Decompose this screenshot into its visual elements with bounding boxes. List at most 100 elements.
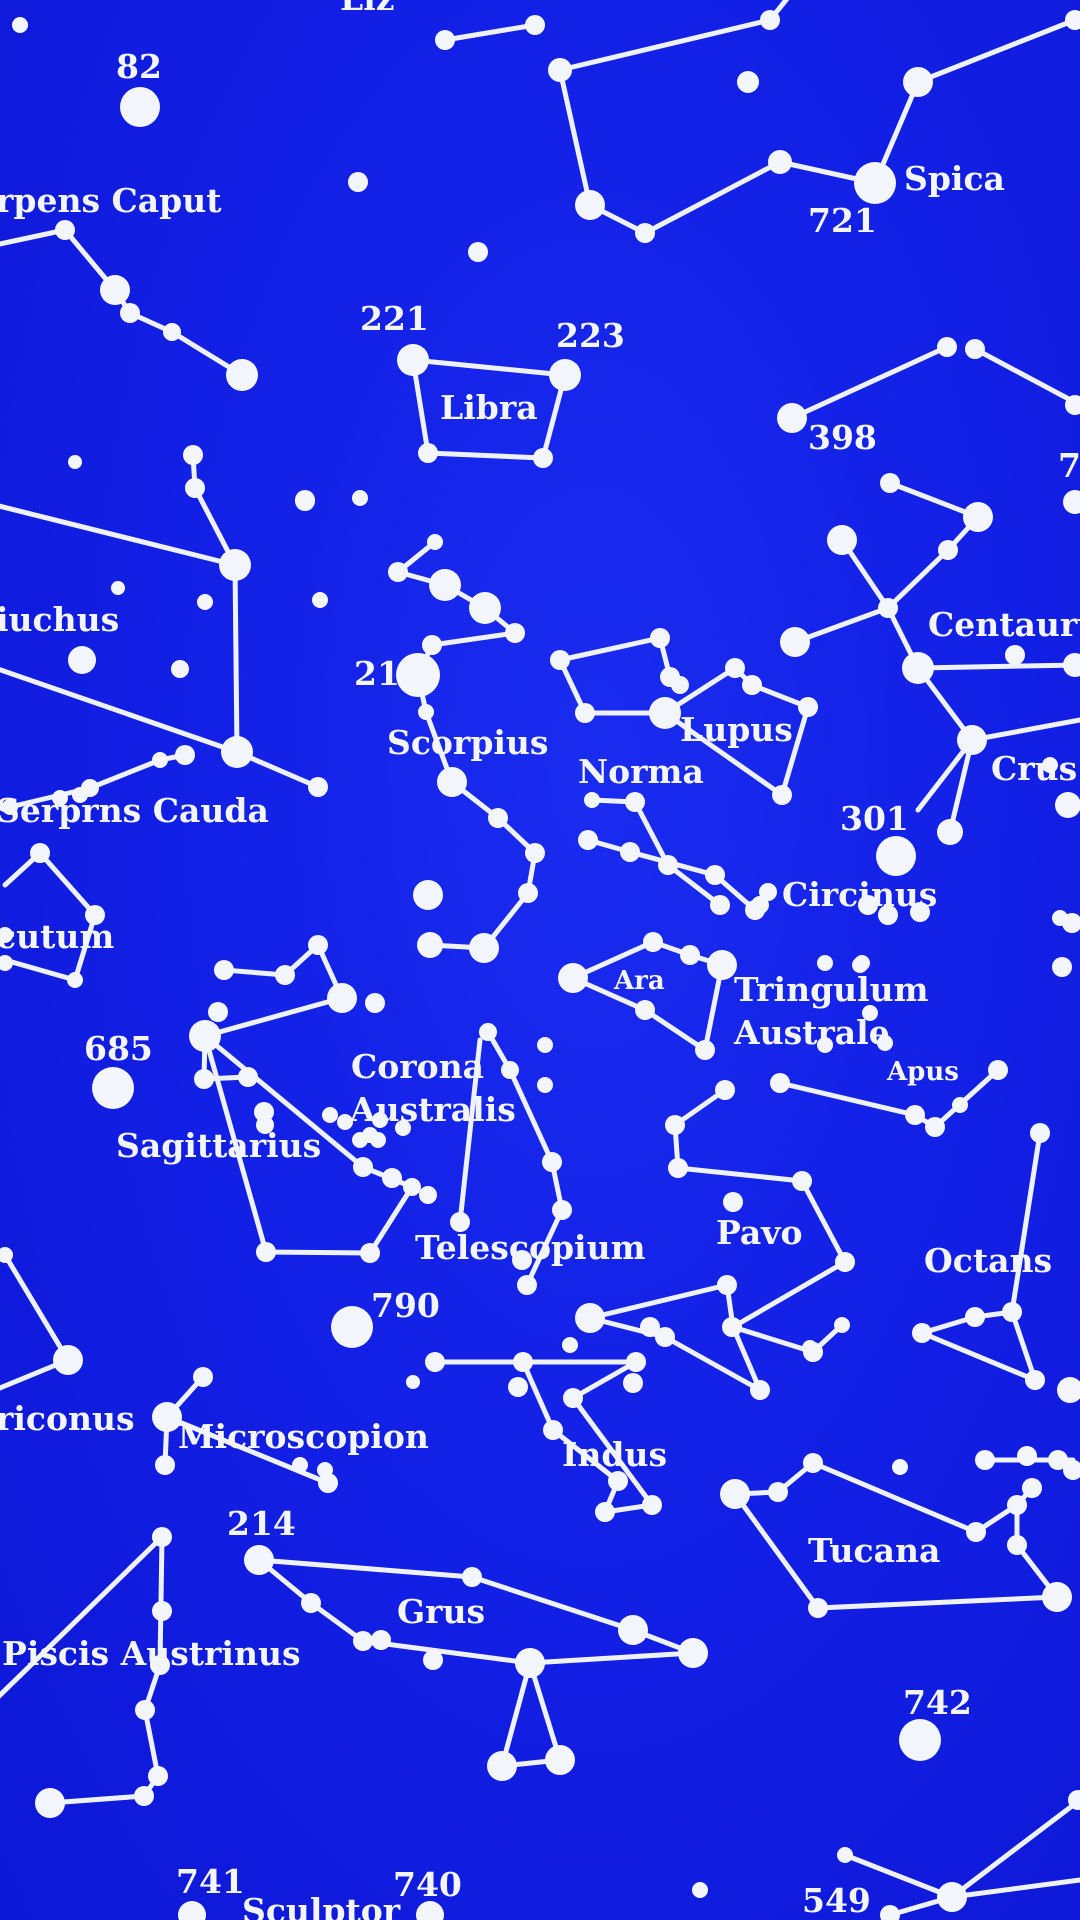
star-dot — [1057, 1377, 1080, 1403]
star-dot — [450, 1212, 470, 1232]
constellation-line — [550, 1427, 621, 1484]
constellation-line — [919, 1330, 1038, 1383]
constellation-line — [72, 912, 98, 983]
constellation-line — [507, 1067, 555, 1165]
star-dot — [643, 932, 663, 952]
star-dot — [462, 1567, 482, 1587]
star-dot — [1063, 653, 1080, 677]
star-dot — [952, 1097, 968, 1113]
star-dot — [1002, 1302, 1022, 1322]
star-dot — [537, 1037, 553, 1053]
star-dot — [817, 955, 833, 971]
star-dot — [406, 1375, 420, 1389]
star-dot — [1048, 1450, 1068, 1470]
star-dot — [1042, 1582, 1072, 1612]
star-dot — [665, 1115, 685, 1135]
star-dot — [695, 1040, 715, 1060]
star-dot — [578, 830, 598, 850]
star-dot — [876, 836, 916, 876]
star-number-398: 398 — [808, 418, 877, 457]
label-centaurus: Centauru — [928, 605, 1080, 644]
star-dot — [163, 323, 181, 341]
star-dot — [301, 1593, 321, 1613]
constellation-line — [887, 480, 981, 520]
star-dot — [134, 1786, 154, 1806]
constellation-line — [732, 1491, 821, 1611]
constellation-line — [810, 1460, 979, 1535]
constellation-line — [429, 630, 518, 648]
star-dot — [221, 736, 253, 768]
star-dot — [618, 1615, 648, 1645]
star-dot — [85, 905, 105, 925]
star-dot — [772, 785, 792, 805]
constellation-line — [157, 1534, 165, 1668]
star-dot — [1007, 1495, 1027, 1515]
star-dot — [185, 478, 205, 498]
star-dot — [312, 592, 328, 608]
star-dot — [1022, 1478, 1042, 1498]
constellation-line — [524, 1207, 565, 1288]
star-dot — [760, 10, 780, 30]
star-dot — [238, 1067, 258, 1087]
star-dot — [650, 628, 670, 648]
constellation-line — [792, 605, 891, 645]
constellation-line — [0, 503, 238, 568]
star-dot — [150, 1655, 170, 1675]
star-dot — [780, 627, 810, 657]
constellation-line — [308, 1600, 366, 1644]
star-dot — [55, 220, 75, 240]
constellation-line — [232, 562, 240, 755]
constellation-line — [642, 159, 783, 236]
constellation-line — [1009, 1130, 1043, 1315]
constellation-line — [730, 1259, 848, 1330]
star-number-685: 685 — [84, 1029, 153, 1068]
star-dot — [193, 1367, 213, 1387]
star-dot — [620, 842, 640, 862]
constellation-line — [662, 1334, 763, 1393]
constellation-line — [221, 967, 288, 978]
star-number-301: 301 — [840, 799, 909, 838]
star-dot — [925, 1117, 945, 1137]
star-dot — [635, 1000, 655, 1020]
star-number-221: 221 — [360, 299, 429, 338]
star-dot — [67, 972, 83, 988]
constellation-line — [885, 547, 951, 611]
star-dot — [798, 697, 818, 717]
star-dot — [208, 1002, 228, 1022]
star-dot — [912, 1323, 932, 1343]
star-dot — [768, 1482, 788, 1502]
label-sagittarius: Sagittarius — [116, 1126, 321, 1165]
constellation-line — [915, 17, 1078, 85]
star-number-21: 21 — [354, 654, 400, 693]
star-dot — [425, 1352, 445, 1372]
star-dot — [549, 359, 581, 391]
star-dot — [938, 540, 958, 560]
label-apus: Apus — [886, 1057, 959, 1087]
star-dot — [427, 534, 443, 550]
star-dot — [878, 905, 898, 925]
constellation-line — [202, 1033, 366, 1170]
star-dot — [120, 303, 140, 323]
star-dot — [1017, 1446, 1037, 1466]
star-number-549: 549 — [802, 1881, 871, 1920]
star-dot — [418, 443, 438, 463]
constellation-line — [2, 1252, 71, 1363]
constellation-line — [749, 682, 811, 710]
star-dot — [468, 242, 488, 262]
label-scorpius: Scorpius — [387, 723, 549, 762]
constellation-line — [949, 1877, 1080, 1900]
constellation-line — [1009, 1309, 1038, 1383]
star-dot — [469, 933, 499, 963]
star-dot — [12, 17, 28, 33]
star-dot — [295, 490, 315, 510]
star-dot — [100, 275, 130, 305]
star-dot — [768, 150, 792, 174]
star-dot — [388, 562, 408, 582]
star-dot — [817, 1037, 833, 1053]
star-number-740: 740 — [393, 1865, 462, 1904]
star-dot — [834, 1317, 850, 1333]
star-dot — [750, 1380, 770, 1400]
label-crus: Crus — [991, 749, 1077, 788]
